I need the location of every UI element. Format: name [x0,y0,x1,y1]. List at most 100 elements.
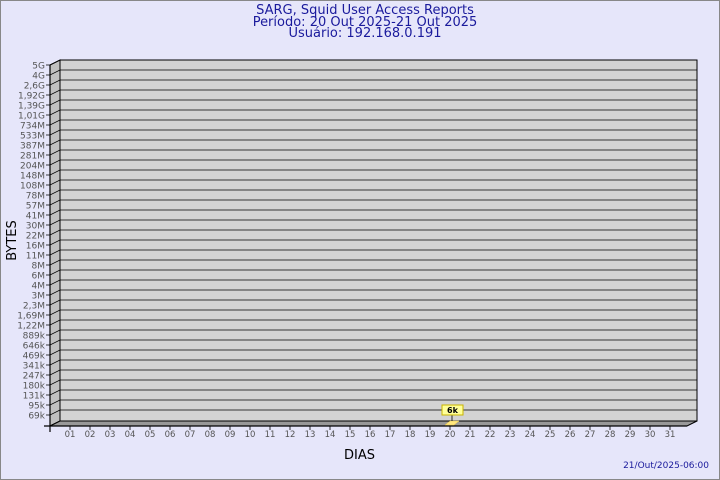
x-tick-label: 15 [345,430,356,440]
bar-label-box [441,404,464,416]
gridline [46,329,697,336]
gridline [46,59,697,66]
x-tick-label: 24 [525,430,536,440]
y-tick-label: 1,69M [17,312,45,322]
gridline [46,159,697,166]
gridline [46,79,697,86]
x-tick-label: 19 [425,430,436,440]
x-tick-label: 31 [665,430,676,440]
report-date: 21/Out/2025-06:00 [623,461,709,471]
gridline [46,319,697,326]
y-tick-label: 387M [20,142,45,152]
bar-value-label: 6k [447,406,459,415]
y-tick-label: 1,39G [18,102,45,112]
gridline [46,289,697,296]
x-tick-label: 26 [565,430,576,440]
chart-period: Período: 20 Out 2025-21 Out 2025 [252,15,478,30]
y-tick-label: 30M [26,222,45,232]
y-tick-label: 11M [26,252,45,262]
x-tick-label: 07 [185,430,196,440]
y-tick-label: 1,22M [17,322,45,332]
x-tick-label: 04 [125,430,136,440]
x-tick-label: 08 [205,430,216,440]
gridline [46,359,697,366]
y-tick-label: 6M [32,272,46,282]
y-tick-label: 646k [23,342,46,352]
gridline [46,259,697,266]
x-tick-label: 17 [385,430,396,440]
y-tick-label: 341k [23,362,46,372]
x-tick-label: 02 [85,430,96,440]
y-tick-label: 2,3M [23,302,45,312]
x-tick-label: 14 [325,430,336,440]
x-tick-label: 29 [625,430,636,440]
x-tick-label: 06 [165,430,176,440]
y-tick-label: 69k [28,412,45,422]
gridline [46,169,697,176]
x-tick-label: 03 [105,430,116,440]
y-tick-label: 4M [32,282,46,292]
gridline [46,179,697,186]
y-tick-label: 204M [20,162,45,172]
y-tick-label: 95k [28,402,45,412]
gridline [46,119,697,126]
y-tick-label: 78M [26,192,45,202]
x-tick-label: 16 [365,430,376,440]
gridline [46,189,697,196]
gridline [46,379,697,386]
y-tick-label: 8M [32,262,46,272]
gridline [46,139,697,146]
gridline [46,279,697,286]
floor [49,420,698,427]
x-tick-label: 01 [65,430,76,440]
y-tick-label: 3M [32,292,46,302]
y-tick-label: 57M [26,202,45,212]
gridline [46,309,697,316]
gridline [46,89,697,96]
y-tick-label: 16M [26,242,45,252]
y-tick-label: 108M [20,182,45,192]
y-tick-label: 4G [32,72,45,82]
gridline [46,249,697,256]
x-tick-label: 13 [305,430,316,440]
x-tick-label: 09 [225,430,236,440]
x-tick-label: 20 [445,430,456,440]
y-tick-label: 5G [32,62,45,72]
gridline [46,69,697,76]
x-tick-label: 21 [465,430,476,440]
bar-day-20 [444,420,460,426]
y-tick-label: 281M [20,152,45,162]
gridline [46,149,697,156]
x-tick-label: 12 [285,430,296,440]
chart-title: SARG, Squid User Access Reports [256,3,474,18]
y-tick-label: 2,6G [24,82,45,92]
gridline [46,369,697,376]
x-tick-label: 28 [605,430,616,440]
gridline [46,339,697,346]
x-tick-label: 25 [545,430,556,440]
gridline [46,209,697,216]
y-tick-label: 1,01G [18,112,45,122]
gridline [46,389,697,396]
y-tick-label: 148M [20,172,45,182]
y-tick-label: 247k [23,372,46,382]
x-tick-label: 23 [505,430,516,440]
gridline [46,199,697,206]
x-tick-label: 18 [405,430,416,440]
y-tick-label: 131k [23,392,46,402]
y-tick-label: 533M [20,132,45,142]
y-tick-label: 1,92G [18,92,45,102]
gridline [46,109,697,116]
x-tick-label: 30 [645,430,656,440]
gridline [46,229,697,236]
x-tick-label: 22 [485,430,496,440]
x-tick-label: 27 [585,430,596,440]
gridline [46,219,697,226]
x-tick-label: 05 [145,430,156,440]
x-tick-label: 11 [265,430,276,440]
y-tick-label: 22M [26,232,45,242]
gridline [46,399,697,406]
x-tick-label: 10 [245,430,256,440]
gridline [46,349,697,356]
